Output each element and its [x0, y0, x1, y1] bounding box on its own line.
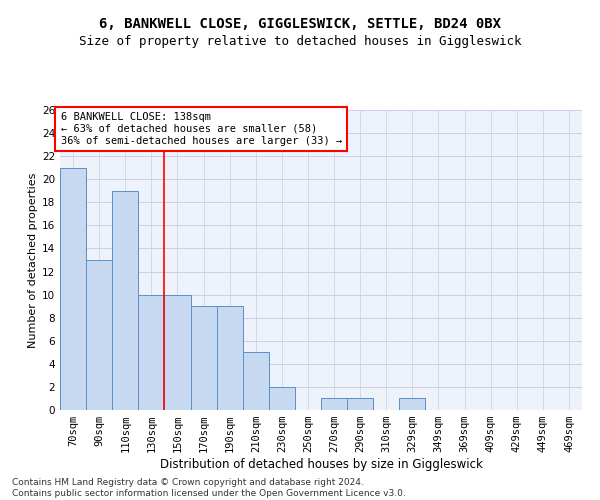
Bar [347, 398, 373, 410]
Bar [321, 398, 347, 410]
Bar [112, 191, 139, 410]
Bar [60, 168, 86, 410]
Bar [86, 260, 112, 410]
X-axis label: Distribution of detached houses by size in Giggleswick: Distribution of detached houses by size … [160, 458, 482, 471]
Bar [269, 387, 295, 410]
Bar [164, 294, 191, 410]
Bar [400, 398, 425, 410]
Bar [217, 306, 243, 410]
Text: 6, BANKWELL CLOSE, GIGGLESWICK, SETTLE, BD24 0BX: 6, BANKWELL CLOSE, GIGGLESWICK, SETTLE, … [99, 18, 501, 32]
Text: 6 BANKWELL CLOSE: 138sqm
← 63% of detached houses are smaller (58)
36% of semi-d: 6 BANKWELL CLOSE: 138sqm ← 63% of detach… [61, 112, 342, 146]
Bar [139, 294, 164, 410]
Bar [191, 306, 217, 410]
Text: Contains HM Land Registry data © Crown copyright and database right 2024.
Contai: Contains HM Land Registry data © Crown c… [12, 478, 406, 498]
Text: Size of property relative to detached houses in Giggleswick: Size of property relative to detached ho… [79, 35, 521, 48]
Y-axis label: Number of detached properties: Number of detached properties [28, 172, 38, 348]
Bar [242, 352, 269, 410]
